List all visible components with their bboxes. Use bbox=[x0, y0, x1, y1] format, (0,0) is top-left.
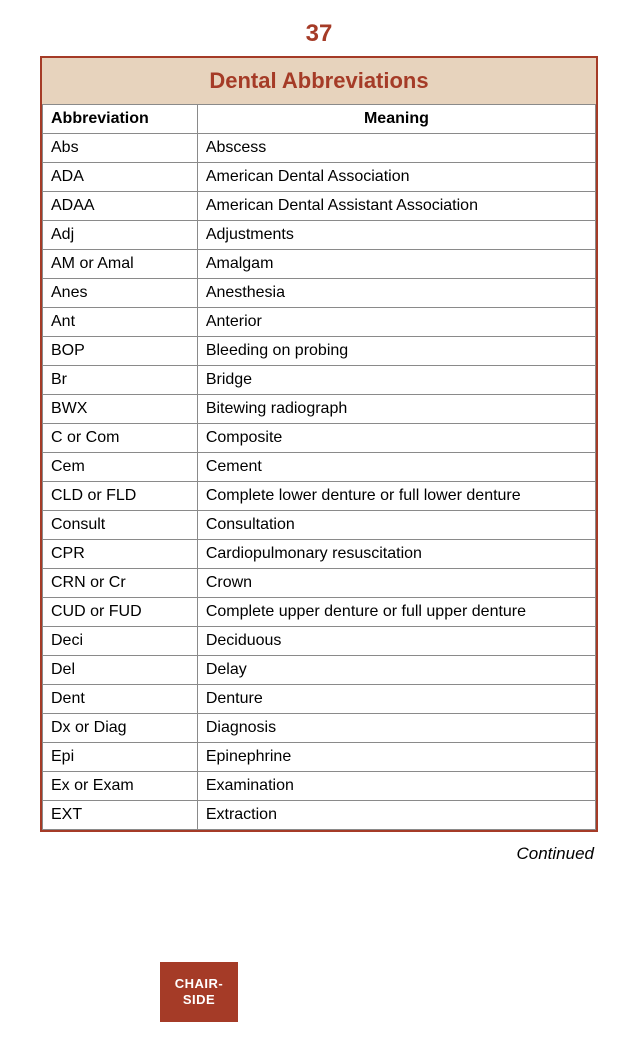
cell-abbreviation: CPR bbox=[43, 540, 198, 569]
cell-meaning: American Dental Association bbox=[197, 163, 595, 192]
cell-meaning: Deciduous bbox=[197, 627, 595, 656]
cell-meaning: Examination bbox=[197, 772, 595, 801]
table-row: DentDenture bbox=[43, 685, 596, 714]
cell-abbreviation: CRN or Cr bbox=[43, 569, 198, 598]
header-meaning: Meaning bbox=[197, 105, 595, 134]
table-row: AdjAdjustments bbox=[43, 221, 596, 250]
table-row: ADAAAmerican Dental Assistant Associatio… bbox=[43, 192, 596, 221]
cell-abbreviation: Ant bbox=[43, 308, 198, 337]
cell-abbreviation: Dent bbox=[43, 685, 198, 714]
table-container: Dental Abbreviations Abbreviation Meanin… bbox=[40, 56, 598, 832]
cell-abbreviation: BOP bbox=[43, 337, 198, 366]
tab-text: CHAIR-SIDE bbox=[175, 976, 224, 1007]
table-row: AntAnterior bbox=[43, 308, 596, 337]
table-row: CLD or FLDComplete lower denture or full… bbox=[43, 482, 596, 511]
cell-abbreviation: Deci bbox=[43, 627, 198, 656]
cell-abbreviation: Consult bbox=[43, 511, 198, 540]
cell-meaning: Anesthesia bbox=[197, 279, 595, 308]
continued-label: Continued bbox=[40, 844, 598, 864]
table-row: AbsAbscess bbox=[43, 134, 596, 163]
cell-abbreviation: Del bbox=[43, 656, 198, 685]
cell-meaning: Composite bbox=[197, 424, 595, 453]
cell-meaning: American Dental Assistant Association bbox=[197, 192, 595, 221]
section-tab: CHAIR-SIDE bbox=[160, 962, 238, 1022]
cell-abbreviation: BWX bbox=[43, 395, 198, 424]
cell-meaning: Bitewing radiograph bbox=[197, 395, 595, 424]
table-row: C or ComComposite bbox=[43, 424, 596, 453]
table-row: CRN or CrCrown bbox=[43, 569, 596, 598]
cell-abbreviation: CLD or FLD bbox=[43, 482, 198, 511]
table-row: EpiEpinephrine bbox=[43, 743, 596, 772]
cell-abbreviation: Abs bbox=[43, 134, 198, 163]
cell-abbreviation: Anes bbox=[43, 279, 198, 308]
cell-meaning: Bridge bbox=[197, 366, 595, 395]
cell-abbreviation: ADAA bbox=[43, 192, 198, 221]
table-row: BrBridge bbox=[43, 366, 596, 395]
cell-meaning: Epinephrine bbox=[197, 743, 595, 772]
table-row: BWXBitewing radiograph bbox=[43, 395, 596, 424]
table-title: Dental Abbreviations bbox=[42, 58, 596, 104]
table-row: CemCement bbox=[43, 453, 596, 482]
cell-meaning: Cement bbox=[197, 453, 595, 482]
table-row: ConsultConsultation bbox=[43, 511, 596, 540]
cell-meaning: Diagnosis bbox=[197, 714, 595, 743]
cell-meaning: Adjustments bbox=[197, 221, 595, 250]
table-row: CPRCardiopulmonary resuscitation bbox=[43, 540, 596, 569]
table-row: Ex or ExamExamination bbox=[43, 772, 596, 801]
cell-meaning: Complete upper denture or full upper den… bbox=[197, 598, 595, 627]
cell-meaning: Consultation bbox=[197, 511, 595, 540]
table-row: AM or AmalAmalgam bbox=[43, 250, 596, 279]
cell-abbreviation: Epi bbox=[43, 743, 198, 772]
page-number: 37 bbox=[40, 20, 598, 48]
cell-meaning: Extraction bbox=[197, 801, 595, 830]
cell-meaning: Complete lower denture or full lower den… bbox=[197, 482, 595, 511]
table-header-row: Abbreviation Meaning bbox=[43, 105, 596, 134]
cell-meaning: Amalgam bbox=[197, 250, 595, 279]
table-row: ADAAmerican Dental Association bbox=[43, 163, 596, 192]
abbreviations-table: Abbreviation Meaning AbsAbscessADAAmeric… bbox=[42, 104, 596, 830]
cell-meaning: Bleeding on probing bbox=[197, 337, 595, 366]
table-row: AnesAnesthesia bbox=[43, 279, 596, 308]
cell-abbreviation: Cem bbox=[43, 453, 198, 482]
table-row: DeciDeciduous bbox=[43, 627, 596, 656]
table-row: BOPBleeding on probing bbox=[43, 337, 596, 366]
cell-meaning: Abscess bbox=[197, 134, 595, 163]
cell-abbreviation: C or Com bbox=[43, 424, 198, 453]
cell-abbreviation: CUD or FUD bbox=[43, 598, 198, 627]
table-row: DelDelay bbox=[43, 656, 596, 685]
cell-abbreviation: Br bbox=[43, 366, 198, 395]
cell-abbreviation: Dx or Diag bbox=[43, 714, 198, 743]
table-row: EXTExtraction bbox=[43, 801, 596, 830]
header-abbreviation: Abbreviation bbox=[43, 105, 198, 134]
cell-abbreviation: Ex or Exam bbox=[43, 772, 198, 801]
table-row: Dx or DiagDiagnosis bbox=[43, 714, 596, 743]
cell-meaning: Denture bbox=[197, 685, 595, 714]
cell-meaning: Anterior bbox=[197, 308, 595, 337]
cell-abbreviation: AM or Amal bbox=[43, 250, 198, 279]
cell-abbreviation: Adj bbox=[43, 221, 198, 250]
cell-abbreviation: EXT bbox=[43, 801, 198, 830]
table-row: CUD or FUDComplete upper denture or full… bbox=[43, 598, 596, 627]
cell-meaning: Crown bbox=[197, 569, 595, 598]
cell-abbreviation: ADA bbox=[43, 163, 198, 192]
cell-meaning: Delay bbox=[197, 656, 595, 685]
cell-meaning: Cardiopulmonary resuscitation bbox=[197, 540, 595, 569]
